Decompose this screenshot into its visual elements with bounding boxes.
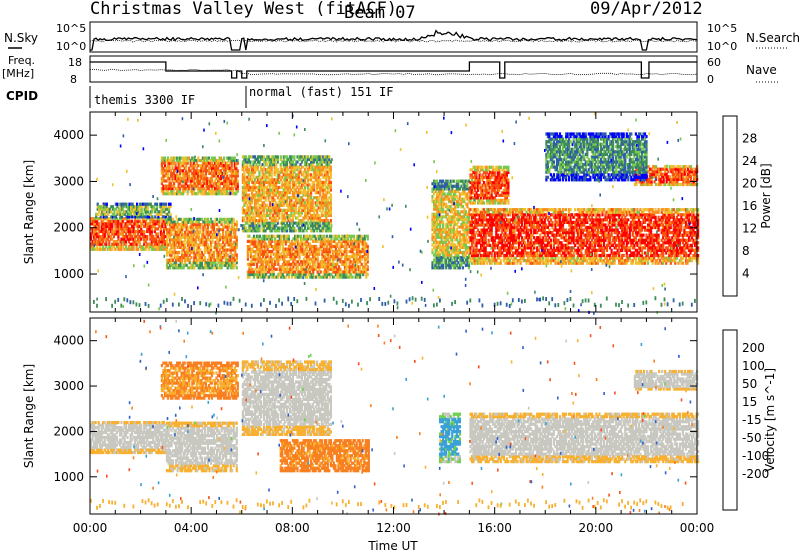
date-label: 09/Apr/2012	[590, 0, 703, 19]
data-cell	[367, 265, 369, 268]
data-cell	[330, 235, 332, 238]
data-cell	[204, 256, 206, 259]
data-cell	[280, 155, 282, 158]
data-cell	[453, 180, 455, 183]
cpid-mode-2: normal (fast) 151 IF	[249, 85, 394, 99]
data-cell	[293, 155, 295, 158]
freq-left-label-1: Freq.	[8, 54, 35, 67]
data-cell	[330, 166, 332, 169]
data-cell	[353, 235, 355, 238]
data-cell	[248, 235, 250, 238]
noise-right-label: N.Search	[746, 31, 800, 45]
data-cell	[330, 181, 332, 184]
noise-left-tick-bottom: 10^0	[56, 40, 86, 53]
data-cell	[116, 203, 118, 206]
radar-summary-plot: Christmas Valley West (fitACF) Beam 07 0…	[0, 0, 800, 554]
noise-right-tick-top: 10^5	[707, 22, 737, 35]
cpid-label: CPID	[6, 89, 38, 103]
power-data-cells	[90, 112, 699, 315]
data-cell	[190, 256, 192, 259]
noise-left-label: N.Sky	[4, 31, 38, 45]
freq-left-label-2: [MHz]	[2, 67, 34, 80]
data-cell	[277, 155, 279, 158]
data-cell	[98, 222, 100, 225]
data-cell	[236, 220, 238, 223]
data-cell	[106, 203, 108, 206]
freq-left-tick-top: 18	[68, 56, 82, 69]
data-cell	[276, 268, 278, 271]
data-cell	[442, 220, 444, 223]
nave-trace	[90, 69, 697, 74]
data-cell	[156, 203, 158, 206]
cpid-panel: CPID themis 3300 IF normal (fast) 151 IF	[6, 85, 394, 108]
freq-panel: Freq. [MHz] 18 8 60 0 Nave	[2, 54, 780, 86]
frequency-trace	[90, 62, 697, 78]
data-cell	[236, 254, 238, 257]
data-cell	[146, 235, 148, 238]
cpid-mode-1: themis 3300 IF	[94, 93, 195, 107]
data-cell	[237, 179, 239, 182]
data-cell	[295, 229, 297, 232]
noise-right-tick-bottom: 10^0	[707, 40, 737, 53]
freq-right-tick-bottom: 0	[707, 73, 714, 86]
data-cell	[352, 276, 354, 279]
data-cell	[236, 266, 238, 269]
noise-left-tick-top: 10^5	[56, 22, 86, 35]
data-cell	[143, 230, 145, 233]
data-cell	[169, 203, 171, 206]
noise-search-trace	[90, 40, 697, 42]
data-cell	[328, 155, 330, 158]
freq-right-tick-top: 60	[707, 56, 721, 69]
freq-left-tick-bottom: 8	[70, 73, 77, 86]
data-cell	[367, 235, 369, 238]
data-cell	[237, 169, 239, 172]
data-cell	[367, 273, 369, 276]
data-cell	[320, 270, 322, 273]
data-cell	[151, 215, 153, 218]
data-cell	[249, 160, 251, 163]
data-cell	[367, 245, 369, 248]
data-cell	[223, 157, 225, 160]
data-cell	[330, 219, 332, 222]
beam-label: Beam 07	[344, 3, 416, 23]
noise-panel: N.Sky 10^5 10^0 10^5 10^0 N.Search	[4, 22, 800, 53]
data-cell	[233, 218, 235, 221]
data-cell	[157, 232, 159, 235]
data-cell	[462, 266, 464, 269]
data-cell	[236, 236, 238, 239]
data-cell	[288, 235, 290, 238]
data-cell	[178, 251, 180, 254]
data-cell	[165, 203, 167, 206]
data-cell	[330, 194, 332, 197]
nave-label: Nave	[746, 63, 777, 77]
data-cell	[169, 213, 171, 216]
